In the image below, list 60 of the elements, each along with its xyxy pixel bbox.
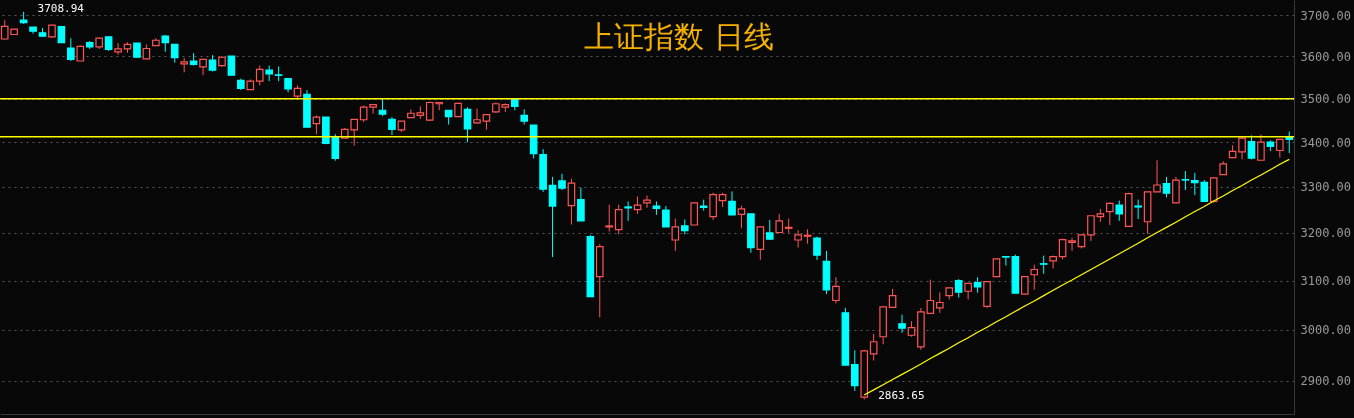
candlestick [888,288,897,308]
y-tick-label: 3100.00 [1300,274,1352,289]
candlestick [1049,255,1057,270]
candlestick [1162,176,1171,198]
y-tick-label: 3400.00 [1300,135,1352,150]
candlestick [67,37,75,62]
y-tick-label: 3000.00 [1300,323,1352,338]
candlestick [1115,200,1124,222]
candlestick [850,349,859,392]
y-tick-label: 3500.00 [1300,92,1352,107]
y-tick-label: 3200.00 [1300,226,1352,241]
candlestick [567,178,576,226]
candlestick [1068,237,1076,252]
candlestick [255,65,264,86]
candlestick [199,58,207,76]
candlestick [170,43,179,64]
candlestick [869,333,878,362]
candlestick [548,176,557,258]
candlestick [1039,255,1048,275]
y-tick-label: 3600.00 [1300,49,1352,64]
candlestick [605,204,614,233]
candlestick [737,205,746,229]
candlestick [756,226,765,261]
candlestick [935,291,944,314]
candlestick [662,205,670,228]
candlestick [643,194,651,209]
annotation: 2863.65 [878,389,925,403]
candlestick [577,187,585,222]
y-tick-label: 3300.00 [1300,180,1352,195]
candlestick [1002,255,1010,267]
annotation: 3708.94 [37,1,85,15]
candlestick [1181,170,1190,191]
candlestick [1030,264,1039,291]
candlestick [463,106,472,143]
text: 上证指数 日线 [584,19,774,54]
candlestick [898,314,906,334]
candlestick [794,229,802,249]
candlestick [690,202,699,226]
candlestick [1209,177,1218,204]
candlestick [775,213,784,234]
candlestick [954,278,963,299]
candlestick [709,192,717,221]
candlestick [1172,176,1180,204]
candlestick [624,200,632,222]
candlestick [964,282,972,301]
candlestick [832,276,840,304]
y-tick-label: 3700.00 [1300,8,1352,23]
candlestick [614,204,623,235]
candlestick [227,55,236,76]
candlestick [1153,159,1161,193]
candlestick [671,218,680,252]
candlestick [1134,199,1142,220]
candlestick [728,190,736,216]
candlestick [1276,138,1284,159]
y-tick-label: 2900.00 [1300,374,1352,389]
candlestick [114,42,122,56]
candlestick [473,108,481,125]
candlestick [1106,201,1114,226]
candlestick [1257,134,1265,161]
candlestick [1087,215,1095,242]
